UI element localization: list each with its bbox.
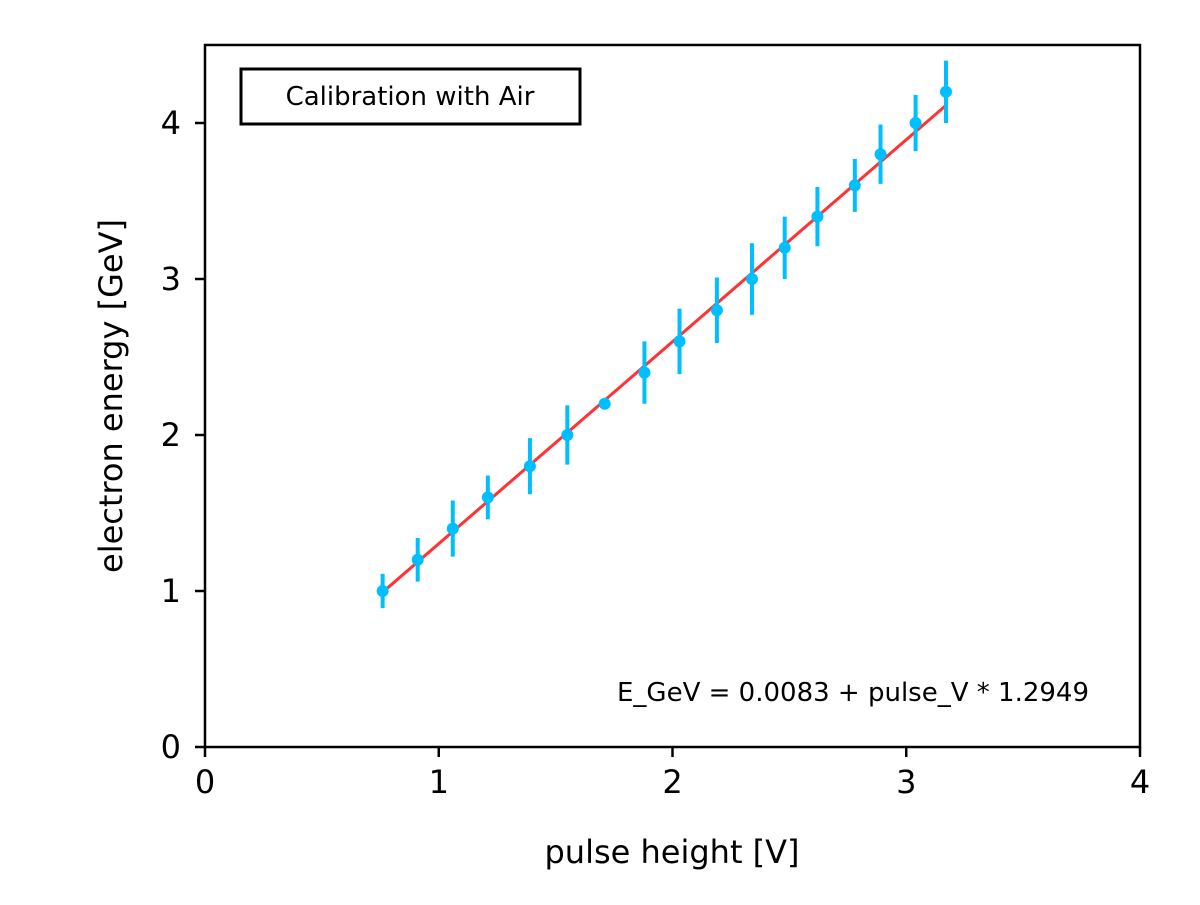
data-point — [710, 304, 723, 317]
x-tick-label: 4 — [1130, 763, 1150, 801]
data-point — [561, 429, 574, 441]
y-tick-label: 3 — [161, 260, 181, 298]
y-axis-ticks: 0 1 2 3 4 — [161, 104, 205, 766]
data-point — [598, 397, 611, 410]
data-point — [446, 522, 459, 535]
legend-box — [239, 67, 582, 126]
data-point — [411, 553, 424, 566]
x-tick-label: 2 — [662, 763, 682, 801]
fit-line — [381, 104, 947, 594]
x-axis-label: pulse height [V] — [544, 833, 799, 871]
data-point — [673, 335, 686, 348]
plot-frame — [203, 43, 1142, 749]
data-point — [523, 460, 536, 473]
x-tick-label: 1 — [429, 763, 449, 801]
data-point — [909, 117, 922, 129]
legend-label: Calibration with Air — [286, 82, 535, 112]
y-tick-label: 1 — [161, 572, 181, 610]
y-axis-label: electron energy [GeV] — [92, 219, 130, 573]
plot-layer — [376, 60, 952, 609]
fit-equation-annotation: E_GeV = 0.0083 + pulse_V * 1.2949 — [617, 678, 1089, 708]
data-point — [745, 273, 758, 285]
data-point — [939, 85, 952, 98]
x-axis-ticks: 0 1 2 3 4 — [195, 747, 1150, 801]
data-point — [848, 179, 861, 192]
data-point — [376, 585, 389, 597]
data-point — [874, 148, 887, 161]
data-point — [638, 366, 651, 379]
y-tick-label: 4 — [161, 104, 181, 142]
y-tick-label: 0 — [161, 728, 181, 766]
x-tick-label: 3 — [896, 763, 916, 801]
data-point — [811, 210, 824, 223]
y-tick-label: 2 — [161, 416, 181, 454]
data-point — [481, 491, 494, 504]
x-tick-label: 0 — [195, 763, 215, 801]
data-point — [778, 241, 791, 254]
